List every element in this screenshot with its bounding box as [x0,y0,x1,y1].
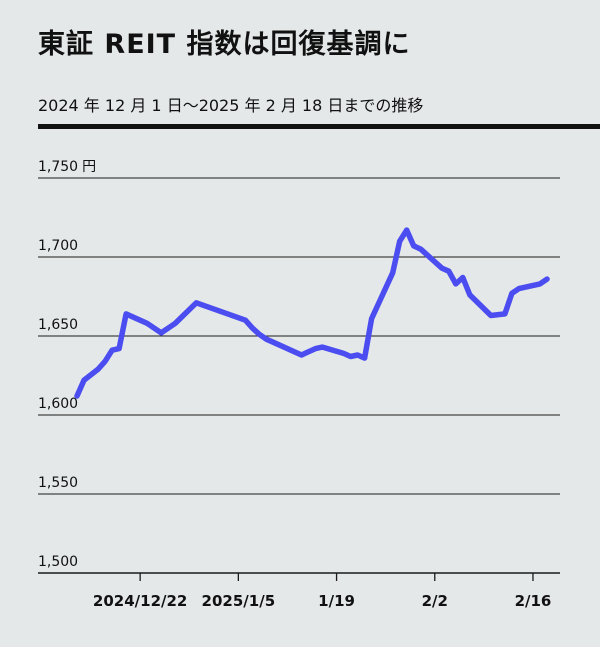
y-tick-label: 1,550 [38,475,78,491]
chart-subtitle: 2024 年 12 月 1 日～2025 年 2 月 18 日までの推移 [38,96,424,115]
x-tick-label: 2025/1/5 [202,592,276,610]
series-layer [74,227,550,399]
y-tick-label: 1,650 [38,317,78,333]
x-tick-label: 2/2 [422,592,448,610]
title-divider [38,124,600,129]
y-tick-label: 1,600 [38,396,78,412]
y-unit-label: 円 [82,159,96,175]
x-tick-label: 2/16 [515,592,552,610]
y-tick-label: 1,750 [38,159,78,175]
series-line [74,227,550,399]
x-axis: 2024/12/22 2025/1/5 1/19 2/2 2/16 [93,573,551,610]
x-tick-label: 2024/12/22 [93,592,187,610]
gridlines [38,177,560,574]
y-tick-label: 1,500 [38,554,78,570]
chart-title: 東証 REIT 指数は回復基調に [38,29,411,60]
y-axis-labels: 1,500 1,550 1,600 1,650 1,700 1,750 円 [38,159,96,570]
y-tick-label: 1,700 [38,238,78,254]
x-tick-label: 1/19 [318,592,355,610]
